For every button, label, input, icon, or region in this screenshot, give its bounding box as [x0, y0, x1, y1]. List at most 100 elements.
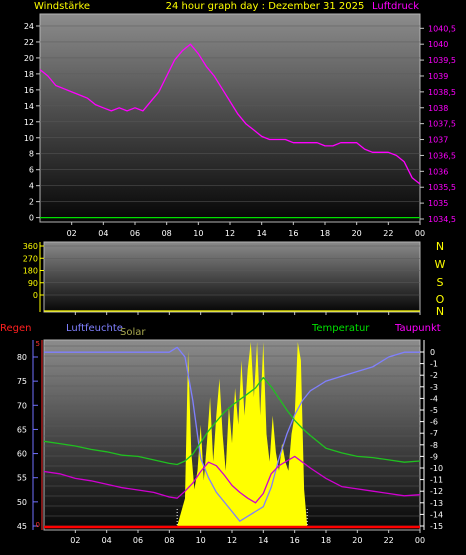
y-left-tick-label: 180: [23, 267, 38, 276]
y-left-tick-label: 0: [29, 214, 34, 223]
wind-direction-plot-area: [43, 241, 421, 313]
compass-letter: O: [436, 293, 445, 306]
y-left-tick-label: 65: [17, 425, 27, 434]
y-right-tick-label: -4: [430, 394, 438, 403]
y-left-tick-label: 8: [29, 150, 34, 159]
x-tick-label: 10: [196, 536, 206, 545]
y-left-tick-label: 360: [23, 242, 38, 251]
y-left-tick-label: 80: [17, 353, 27, 362]
y-right-tick-label: -1: [430, 360, 438, 369]
compass-letter: S: [437, 276, 444, 289]
temperature-line: [43, 376, 421, 466]
x-tick-label: 18: [320, 229, 330, 238]
compass-letters: N W S O N: [435, 240, 446, 318]
x-tick-label: 14: [258, 536, 268, 545]
y-left-tick-label: 270: [23, 254, 38, 263]
header-right-label: Luftdruck: [372, 1, 419, 12]
y-left-tick-label: 22: [24, 38, 34, 47]
y-right-tick-label: -15: [430, 522, 443, 531]
compass-letter: N: [436, 240, 444, 253]
y-right-tick-label: 1035,5: [428, 183, 456, 192]
y-right-tick-label: 1036,5: [428, 151, 456, 160]
label-regen: Regen: [0, 323, 32, 334]
label-luftfeuchte: Luftfeuchte: [66, 323, 123, 334]
y-right-tick-label: -8: [430, 441, 438, 450]
y-right-tick-label: 1034,5: [428, 215, 456, 224]
y-right-tick-label: 1038,5: [428, 88, 456, 97]
y-right-tick-label: -2: [430, 371, 438, 380]
x-tick-label: 16: [290, 536, 300, 545]
y-right-tick-label: -3: [430, 383, 438, 392]
y-left-tick-label: 90: [28, 279, 38, 288]
x-tick-label: 04: [98, 229, 108, 238]
y-right-tick-label: 1037: [428, 136, 448, 145]
rain-tick-label: 0: [36, 521, 40, 529]
pressure-line: [39, 43, 421, 185]
y-right-tick-label: 1035: [428, 199, 448, 208]
x-tick-label: 02: [67, 229, 77, 238]
y-right-tick-label: 1036: [428, 167, 448, 176]
wind-pressure-plot-area: [39, 13, 421, 223]
y-right-tick-label: -12: [430, 487, 443, 496]
y-left-tick-label: 2: [29, 198, 34, 207]
y-right-tick-label: 0: [430, 348, 435, 357]
y-right-tick-label: -5: [430, 406, 438, 415]
y-right-tick-label: -14: [430, 510, 443, 519]
x-tick-label: 10: [193, 229, 203, 238]
x-tick-label: 00: [415, 536, 425, 545]
y-right-tick-label: 1039: [428, 72, 448, 81]
label-taupunkt: Taupunkt: [394, 323, 441, 334]
y-right-tick-label: -7: [430, 429, 438, 438]
y-left-tick-label: 12: [24, 118, 34, 127]
y-right-tick-label: -13: [430, 499, 443, 508]
y-right-tick-label: -11: [430, 476, 443, 485]
rain-tick-label: 5: [36, 340, 40, 348]
y-left-tick-label: 75: [17, 377, 27, 386]
x-tick-label: 02: [70, 536, 80, 545]
y-left-tick-label: 14: [24, 102, 34, 111]
label-temperatur: Temperatur: [311, 323, 370, 334]
y-right-tick-label: 1038: [428, 104, 448, 113]
x-tick-label: 06: [133, 536, 143, 545]
x-tick-label: 14: [257, 229, 267, 238]
y-right-tick-label: -10: [430, 464, 443, 473]
y-left-tick-label: 6: [29, 166, 34, 175]
x-tick-label: 00: [415, 229, 425, 238]
y-left-tick-label: 10: [24, 134, 34, 143]
header-left-label: Windstärke: [34, 1, 90, 12]
humidity-line: [44, 346, 420, 522]
x-tick-label: 12: [225, 229, 235, 238]
y-right-tick-label: -9: [430, 452, 438, 461]
label-solar: Solar: [120, 327, 146, 338]
x-tick-label: 04: [102, 536, 112, 545]
x-tick-label: 08: [164, 536, 174, 545]
x-tick-label: 22: [383, 229, 393, 238]
compass-letter: N: [436, 305, 444, 318]
y-right-tick-label: 1040,5: [428, 24, 456, 33]
y-left-tick-label: 55: [17, 474, 27, 483]
x-tick-label: 22: [384, 536, 394, 545]
x-tick-label: 06: [130, 229, 140, 238]
x-tick-label: 20: [352, 229, 362, 238]
y-right-tick-label: -6: [430, 418, 438, 427]
y-left-tick-label: 4: [29, 182, 34, 191]
y-left-tick-label: 60: [17, 450, 27, 459]
y-right-tick-label: 1039,5: [428, 56, 456, 65]
y-right-tick-label: 1040: [428, 40, 448, 49]
y-left-tick-label: 45: [17, 522, 27, 531]
compass-letter: W: [435, 258, 446, 271]
y-left-tick-label: 0: [33, 291, 38, 300]
wind-direction-panel: 0 90 180 270 360: [23, 241, 421, 315]
x-tick-label: 16: [288, 229, 298, 238]
x-tick-label: 18: [321, 536, 331, 545]
y-left-tick-label: 50: [17, 498, 27, 507]
x-tick-label: 08: [162, 229, 172, 238]
y-left-tick-label: 16: [24, 86, 34, 95]
y-left-tick-label: 18: [24, 70, 34, 79]
x-tick-label: 12: [227, 536, 237, 545]
y-left-tick-label: 24: [24, 22, 34, 31]
x-tick-label: 20: [352, 536, 362, 545]
